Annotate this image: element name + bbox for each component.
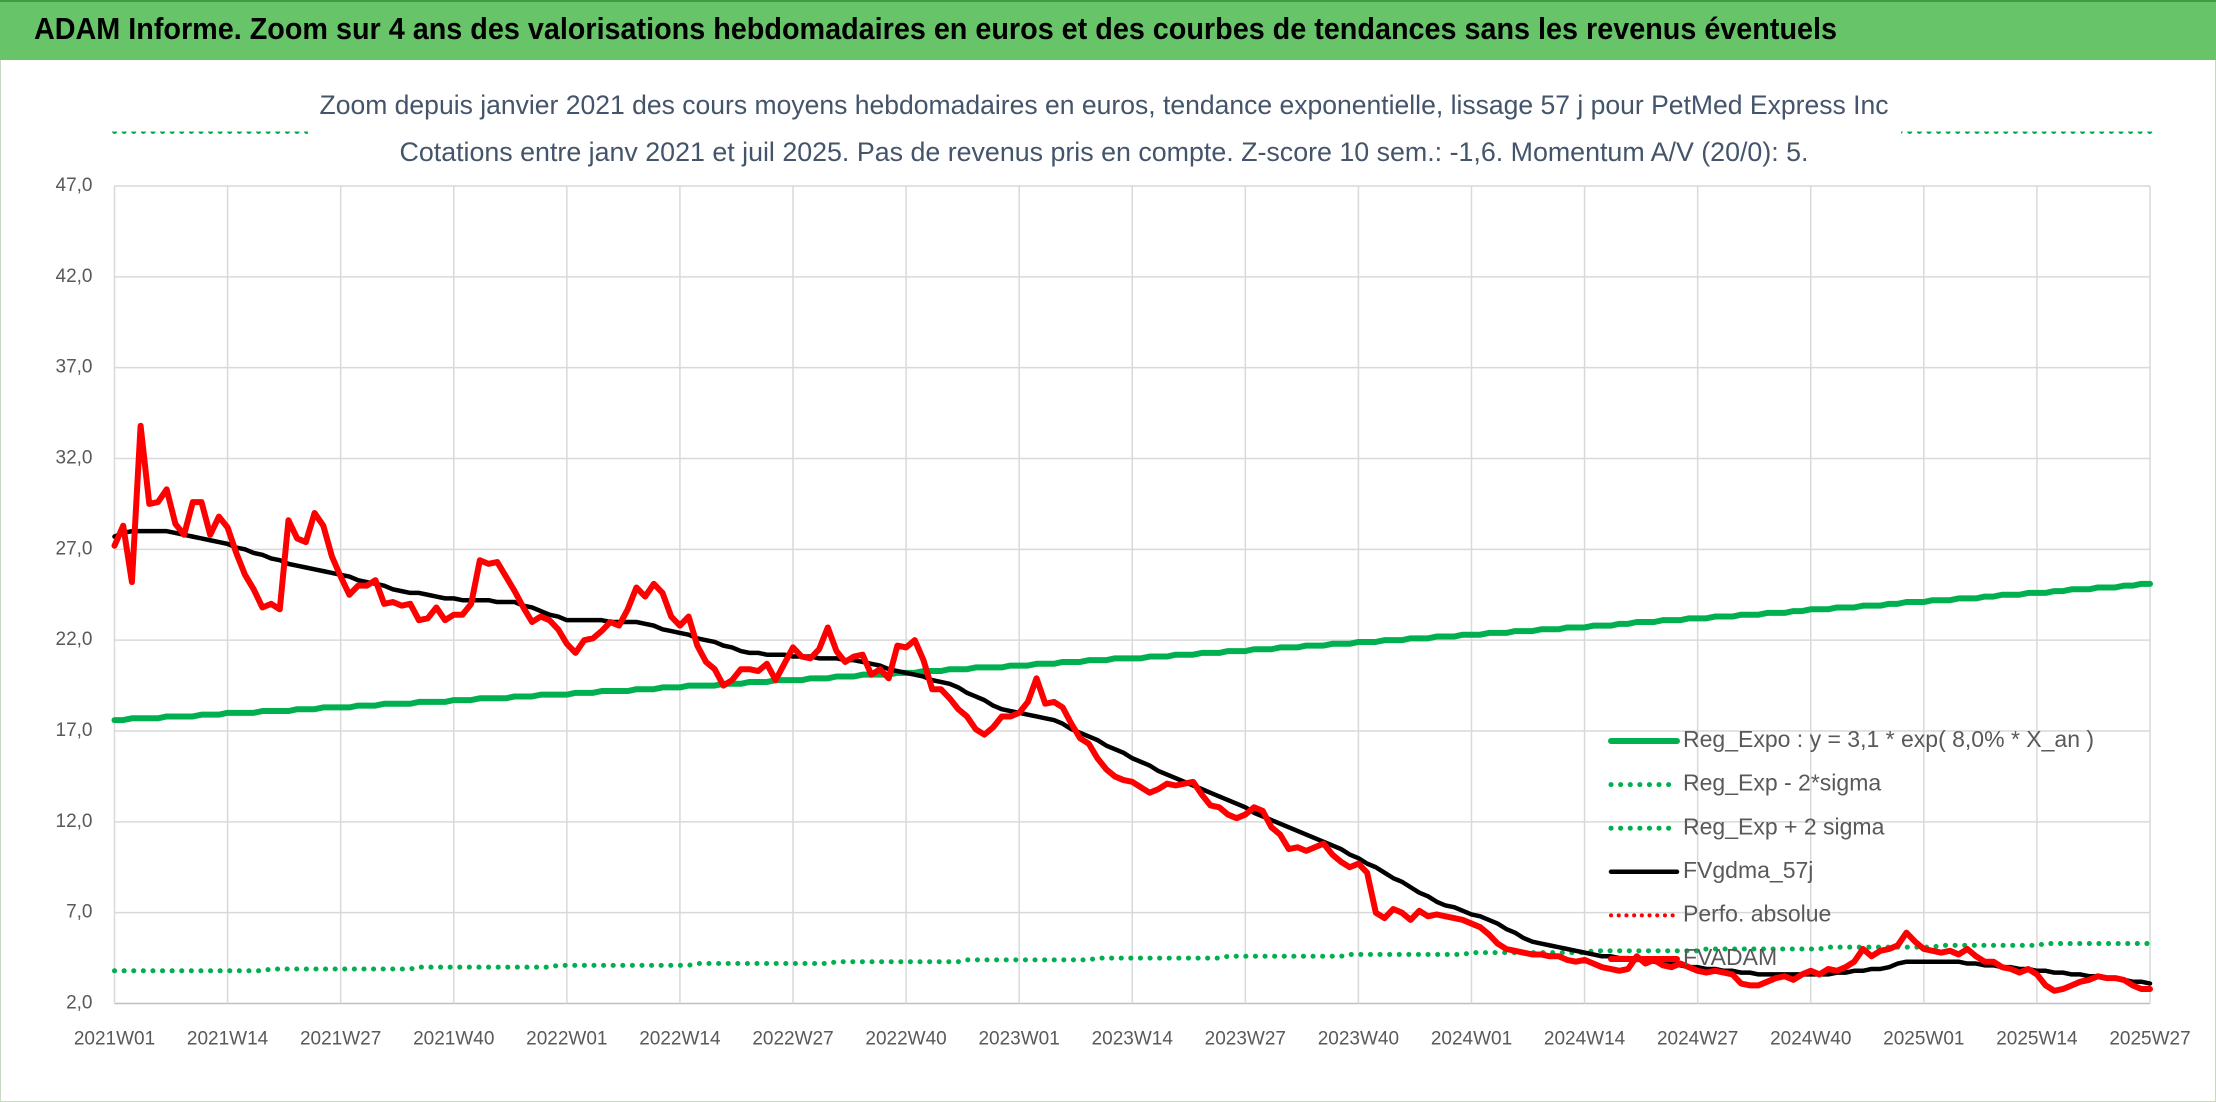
x-tick-label: 2021W01 bbox=[74, 1029, 155, 1050]
y-tick-label: 7,0 bbox=[66, 902, 92, 923]
chart-title: Zoom depuis janvier 2021 des cours moyen… bbox=[320, 90, 1889, 120]
y-tick-label: 12,0 bbox=[56, 811, 93, 832]
y-tick-label: 32,0 bbox=[56, 448, 93, 469]
plot-area: 2,0 7,0 12,0 17,0 22,0 27,0 32,0 37,0 42,0 47,0 20… bbox=[56, 131, 2191, 1050]
header-bar bbox=[0, 0, 2216, 60]
series-line bbox=[112, 941, 2153, 974]
x-tick-label: 2023W14 bbox=[1092, 1029, 1174, 1050]
title-backdrop bbox=[308, 78, 1901, 176]
series-line bbox=[112, 528, 2153, 986]
series-line bbox=[111, 422, 2153, 994]
legend-label: Reg_Exp + 2 sigma bbox=[1683, 813, 1885, 839]
x-tick-label: 2025W27 bbox=[2109, 1029, 2190, 1050]
x-tick-label: 2024W01 bbox=[1431, 1029, 1512, 1050]
x-tick-label: 2025W01 bbox=[1883, 1029, 1964, 1050]
legend: Reg_Expo : y = 3,1 * exp( 8,0% * X_an ) R… bbox=[1608, 726, 2094, 970]
x-tick-label: 2021W27 bbox=[300, 1029, 381, 1050]
legend-label: Reg_Expo : y = 3,1 * exp( 8,0% * X_an ) bbox=[1683, 726, 2094, 752]
x-tick-label: 2022W14 bbox=[639, 1029, 721, 1050]
x-tick-label: 2024W27 bbox=[1657, 1029, 1738, 1050]
y-tick-label: 22,0 bbox=[56, 629, 93, 650]
chart-subtitle: Cotations entre janv 2021 et juil 2025. … bbox=[400, 137, 1809, 167]
legend-label: Reg_Exp - 2*sigma bbox=[1683, 770, 1881, 796]
legend-label: Perfo. absolue bbox=[1683, 900, 1831, 926]
legend-label: FVADAM bbox=[1683, 944, 1777, 970]
series-line bbox=[111, 580, 2153, 724]
legend-label: FVgdma_57j bbox=[1683, 857, 1813, 883]
y-tick-label: 47,0 bbox=[56, 175, 93, 196]
x-tick-label: 2023W27 bbox=[1205, 1029, 1286, 1050]
x-tick-label: 2023W01 bbox=[978, 1029, 1059, 1050]
x-tick-label: 2022W27 bbox=[752, 1029, 833, 1050]
y-tick-label: 37,0 bbox=[56, 357, 93, 378]
x-tick-label: 2021W14 bbox=[187, 1029, 269, 1050]
y-tick-label: 27,0 bbox=[56, 538, 93, 559]
x-tick-label: 2022W01 bbox=[526, 1029, 607, 1050]
x-tick-label: 2024W40 bbox=[1770, 1029, 1851, 1050]
y-tick-label: 2,0 bbox=[66, 993, 92, 1014]
y-tick-label: 17,0 bbox=[56, 720, 93, 741]
page-title: ADAM Informe. Zoom sur 4 ans des valoris… bbox=[34, 11, 1837, 46]
x-tick-label: 2024W14 bbox=[1544, 1029, 1626, 1050]
x-tick-label: 2023W40 bbox=[1318, 1029, 1399, 1050]
x-tick-label: 2021W40 bbox=[413, 1029, 494, 1050]
x-tick-label: 2022W40 bbox=[865, 1029, 946, 1050]
y-tick-label: 42,0 bbox=[56, 266, 93, 287]
x-tick-label: 2025W14 bbox=[1996, 1029, 2078, 1050]
